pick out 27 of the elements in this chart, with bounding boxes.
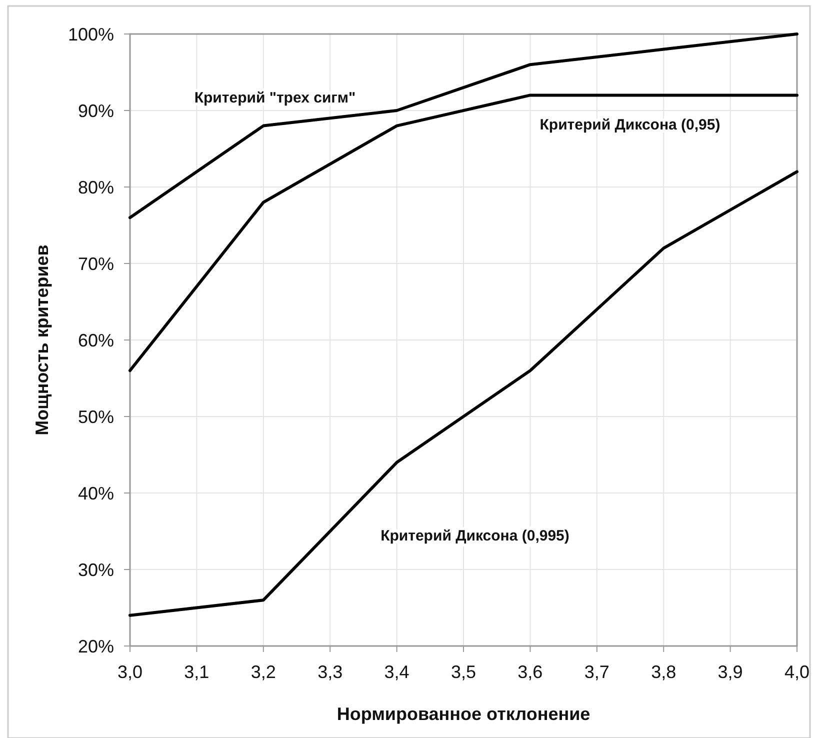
- line-series: [128, 170, 798, 617]
- y-tick-label: 40%: [78, 483, 114, 504]
- y-tick-label: 50%: [78, 406, 114, 427]
- series-label: Критерий Диксона (0,95): [540, 116, 720, 134]
- y-tick-label: 20%: [78, 636, 114, 656]
- x-tick-label: 3,1: [184, 662, 210, 682]
- x-tick-label: 3,9: [718, 662, 743, 682]
- y-tick-label: 30%: [78, 560, 114, 580]
- x-tick-label: 3,0: [117, 662, 143, 682]
- y-tick-label: 80%: [78, 177, 114, 198]
- text: Критерий Диксона (0,995): [380, 527, 570, 544]
- y-tick-label: 60%: [78, 330, 114, 350]
- x-tick-label: 3,6: [518, 662, 543, 682]
- y-tick-label: 100%: [68, 24, 114, 44]
- y-tick-label: 70%: [78, 254, 114, 274]
- line-series: [128, 32, 798, 220]
- x-tick-label: 3,3: [318, 662, 343, 682]
- x-tick-label: 3,4: [384, 662, 410, 682]
- x-tick-label: 3,2: [250, 662, 276, 682]
- x-tick-label: 3,7: [584, 662, 610, 682]
- x-tick-label: 3,5: [450, 662, 476, 682]
- y-tick-label: 90%: [78, 100, 114, 121]
- x-tick-label: 3,8: [651, 662, 676, 682]
- x-axis-title: Нормированное отклонение: [336, 704, 590, 724]
- y-axis-title: Мощность критериев: [32, 244, 52, 436]
- series-label: Критерий "трех сигм": [194, 89, 356, 106]
- x-tick-label: 4,0: [784, 662, 810, 682]
